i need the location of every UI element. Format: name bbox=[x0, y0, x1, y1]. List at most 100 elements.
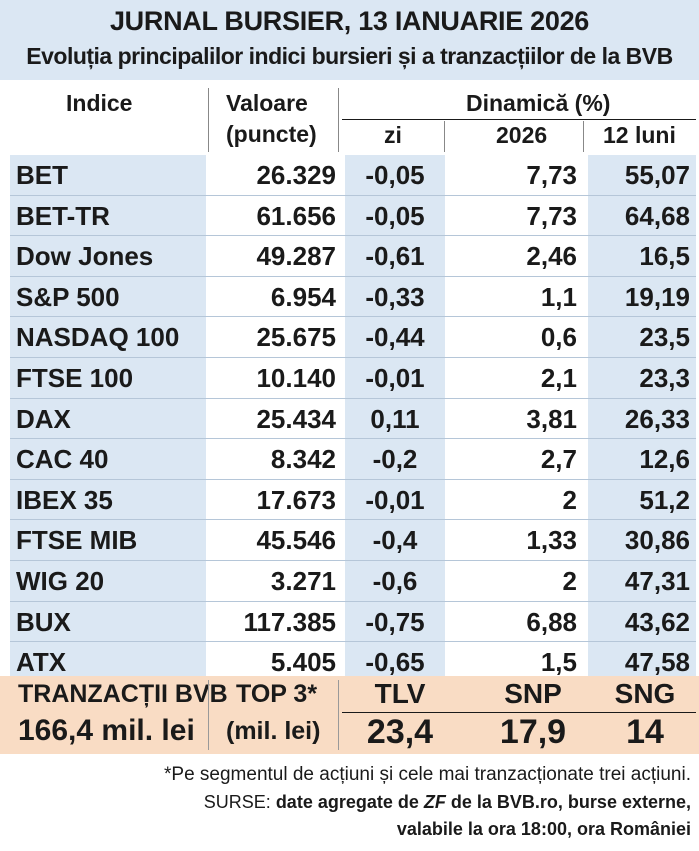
row-separator bbox=[10, 397, 696, 399]
index-name: DAX bbox=[10, 398, 206, 439]
top3-underline bbox=[342, 712, 696, 713]
row-separator bbox=[10, 600, 696, 602]
row-separator bbox=[10, 316, 696, 318]
change-day: -0,01 bbox=[345, 479, 445, 520]
change-12m: 51,2 bbox=[588, 479, 696, 520]
change-ytd: 3,81 bbox=[450, 398, 585, 439]
change-ytd: 2,46 bbox=[450, 236, 585, 277]
table-row: ATX 5.405 -0,65 1,5 47,58 bbox=[10, 642, 699, 683]
index-value: 5.405 bbox=[210, 642, 340, 683]
change-12m: 43,62 bbox=[588, 601, 696, 642]
index-name: IBEX 35 bbox=[10, 479, 206, 520]
top3-value-2: 17,9 bbox=[499, 713, 567, 751]
change-ytd: 7,73 bbox=[450, 155, 585, 195]
col-divider bbox=[208, 88, 209, 152]
index-name: S&P 500 bbox=[10, 276, 206, 317]
table-row: CAC 40 8.342 -0,2 2,7 12,6 bbox=[10, 439, 699, 480]
bvb-divider bbox=[338, 680, 339, 750]
table-row: BET-TR 61.656 -0,05 7,73 64,68 bbox=[10, 195, 699, 236]
table-row: DAX 25.434 0,11 3,81 26,33 bbox=[10, 398, 699, 439]
row-separator bbox=[10, 194, 696, 196]
table-row: NASDAQ 100 25.675 -0,44 0,6 23,5 bbox=[10, 317, 699, 358]
col-header-indice: Indice bbox=[66, 90, 133, 116]
change-day: -0,05 bbox=[345, 195, 445, 236]
change-ytd: 0,6 bbox=[450, 317, 585, 358]
index-value: 8.342 bbox=[210, 439, 340, 480]
row-separator bbox=[10, 560, 696, 561]
change-ytd: 1,5 bbox=[450, 642, 585, 683]
header-band: JURNAL BURSIER, 13 IANUARIE 2026 Evoluți… bbox=[0, 0, 699, 80]
col-header-puncte: (puncte) bbox=[226, 121, 317, 147]
change-day: 0,11 bbox=[345, 398, 445, 439]
index-value: 45.546 bbox=[210, 520, 340, 561]
bvb-label: TRANZACȚII BVB bbox=[18, 680, 228, 708]
bvb-total: 166,4 mil. lei bbox=[18, 714, 195, 747]
top3-symbol-3: SNG bbox=[614, 678, 676, 709]
index-name: CAC 40 bbox=[10, 439, 206, 480]
top3-symbol-1: TLV bbox=[374, 678, 426, 709]
col-header-zi: zi bbox=[384, 122, 402, 148]
page-subtitle: Evoluția principalilor indici bursieri ș… bbox=[26, 43, 673, 69]
row-separator bbox=[10, 641, 696, 643]
change-12m: 19,19 bbox=[588, 276, 696, 317]
sources-prefix: SURSE: bbox=[203, 792, 271, 812]
sources-text-2: de la BVB.ro, burse externe, bbox=[450, 792, 691, 812]
change-12m: 12,6 bbox=[588, 439, 696, 480]
table-row: IBEX 35 17.673 -0,01 2 51,2 bbox=[10, 479, 699, 520]
top3-symbol-2: SNP bbox=[504, 678, 562, 709]
table-row: BET 26.329 -0,05 7,73 55,07 bbox=[10, 155, 699, 195]
change-12m: 23,5 bbox=[588, 317, 696, 358]
index-value: 49.287 bbox=[210, 236, 340, 277]
row-separator bbox=[10, 357, 696, 358]
col-header-12-luni: 12 luni bbox=[603, 122, 676, 148]
table-row: FTSE 100 10.140 -0,01 2,1 23,3 bbox=[10, 358, 699, 398]
row-separator bbox=[10, 235, 696, 237]
index-value: 3.271 bbox=[210, 561, 340, 601]
change-day: -0,44 bbox=[345, 317, 445, 358]
change-day: -0,05 bbox=[345, 155, 445, 195]
table-row: S&P 500 6.954 -0,33 1,1 19,19 bbox=[10, 276, 699, 317]
col-divider bbox=[583, 121, 584, 152]
index-name: BET-TR bbox=[10, 195, 206, 236]
change-day: -0,4 bbox=[345, 520, 445, 561]
change-ytd: 2,7 bbox=[450, 439, 585, 480]
index-name: Dow Jones bbox=[10, 236, 206, 277]
page-title: JURNAL BURSIER, 13 IANUARIE 2026 bbox=[109, 6, 590, 36]
bvb-divider bbox=[208, 680, 209, 750]
row-separator bbox=[10, 478, 696, 480]
change-ytd: 7,73 bbox=[450, 195, 585, 236]
sources-line-2: valabile la ora 18:00, ora României bbox=[396, 819, 691, 839]
footnote: *Pe segmentul de acțiuni și cele mai tra… bbox=[164, 764, 691, 785]
col-header-valoare: Valoare bbox=[226, 90, 308, 116]
index-value: 117.385 bbox=[210, 601, 340, 642]
change-12m: 23,3 bbox=[588, 358, 696, 398]
change-ytd: 2 bbox=[450, 479, 585, 520]
change-ytd: 2,1 bbox=[450, 358, 585, 398]
index-value: 25.675 bbox=[210, 317, 340, 358]
index-value: 25.434 bbox=[210, 398, 340, 439]
col-divider bbox=[444, 121, 445, 152]
table-row: FTSE MIB 45.546 -0,4 1,33 30,86 bbox=[10, 520, 699, 561]
bvb-summary: TRANZACȚII BVB 166,4 mil. lei TOP 3* (mi… bbox=[0, 676, 699, 754]
change-day: -0,75 bbox=[345, 601, 445, 642]
index-name: FTSE MIB bbox=[10, 520, 206, 561]
change-12m: 47,58 bbox=[588, 642, 696, 683]
row-separator bbox=[10, 275, 696, 277]
index-name: ATX bbox=[10, 642, 206, 683]
index-name: BUX bbox=[10, 601, 206, 642]
index-name: FTSE 100 bbox=[10, 358, 206, 398]
index-name: NASDAQ 100 bbox=[10, 317, 206, 358]
col-divider bbox=[338, 88, 339, 152]
index-value: 26.329 bbox=[210, 155, 340, 195]
index-name: WIG 20 bbox=[10, 561, 206, 601]
change-day: -0,2 bbox=[345, 439, 445, 480]
col-header-2026: 2026 bbox=[496, 122, 548, 148]
change-12m: 47,31 bbox=[588, 561, 696, 601]
index-value: 6.954 bbox=[210, 276, 340, 317]
index-value: 61.656 bbox=[210, 195, 340, 236]
top3-unit: (mil. lei) bbox=[226, 717, 321, 745]
change-ytd: 1,1 bbox=[450, 276, 585, 317]
col-header-dinamica: Dinamică (%) bbox=[466, 90, 611, 116]
top3-label: TOP 3* bbox=[236, 680, 318, 708]
table-row: WIG 20 3.271 -0,6 2 47,31 bbox=[10, 561, 699, 601]
